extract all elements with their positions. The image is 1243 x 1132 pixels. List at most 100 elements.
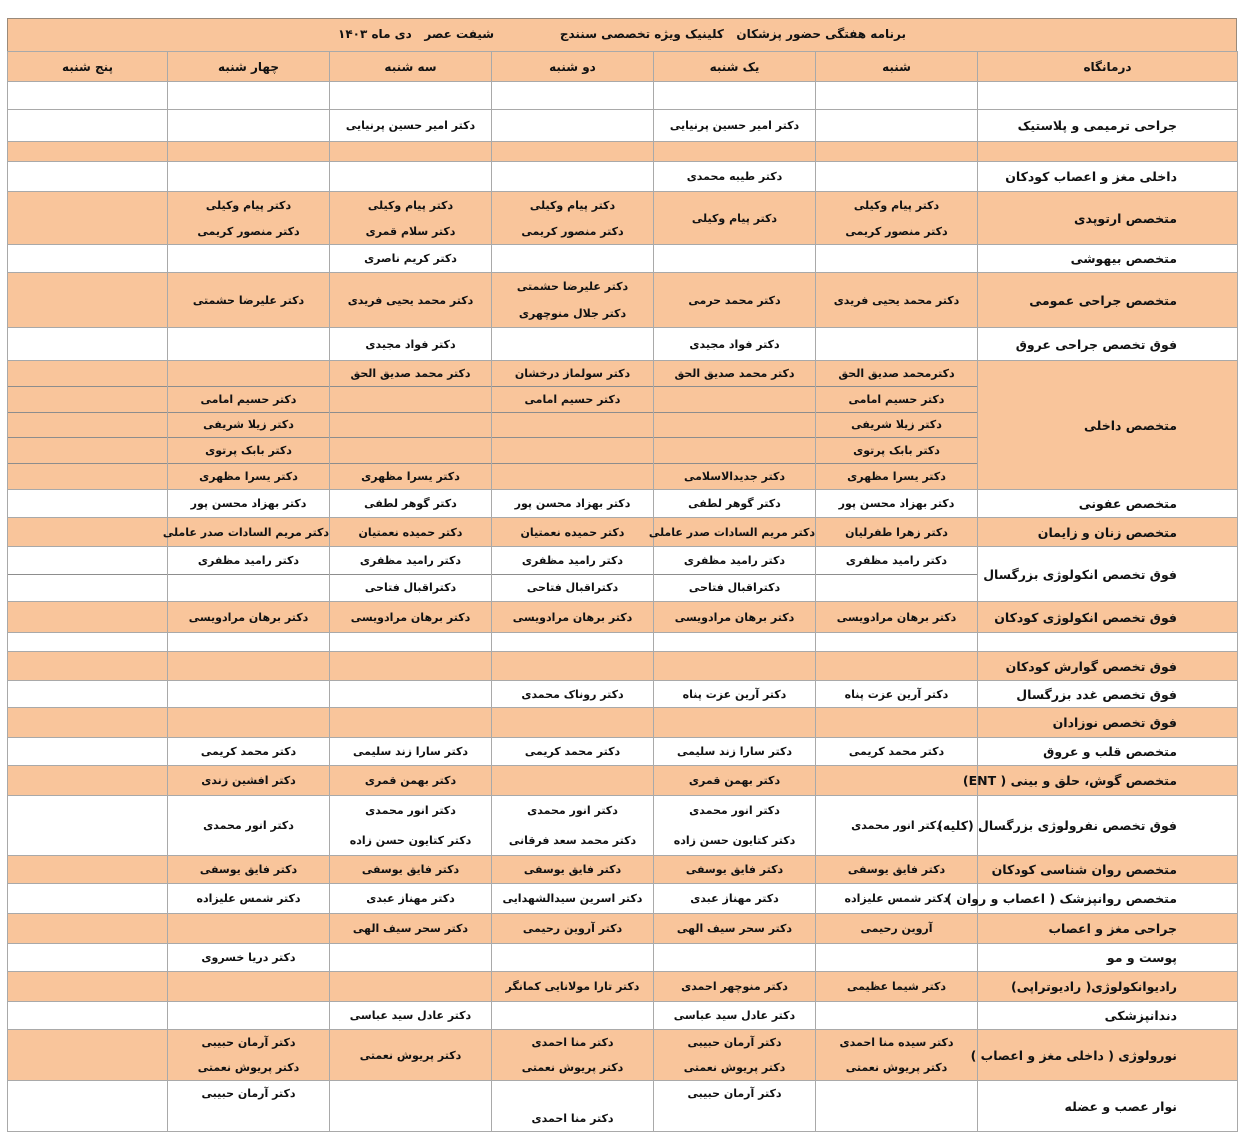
clinic-name: فوق تخصص گوارش کودکان — [977, 651, 1238, 681]
cell-saturday — [815, 109, 978, 142]
cell-saturday: دکتر انور محمدی — [815, 795, 978, 856]
shift-label: شیفت عصر دی ماه ۱۴۰۳ — [338, 27, 495, 41]
clinic-name: پوست و مو — [977, 943, 1238, 972]
doctor-name: دکتر زیلا شریفی — [816, 411, 977, 438]
cell-sunday: دکتر منوچهر احمدی — [653, 971, 816, 1002]
cell-wednesday — [167, 707, 330, 738]
doctor-list: دکتر آرمان حبیبی دکتر پریوش نعمتی — [168, 1030, 329, 1080]
doctor-name: دکتر آرمان حبیبی — [201, 1036, 296, 1049]
doctor-name: دکتر سلام قمری — [365, 224, 456, 238]
cell-monday — [491, 81, 654, 110]
doctor-name: دکتر منا احمدی — [531, 1112, 614, 1125]
cell-tuesday: دکتر سحر سیف الهی — [329, 913, 492, 944]
doctor-name: دکتراقبال فتاحی — [654, 573, 815, 602]
doctor-list: دکتر پیام وکیلی دکتر منصور کریمی — [492, 192, 653, 244]
table-row: متخصص جراحی عمومی دکتر محمد یحیی فریدی دکت… — [7, 272, 1238, 328]
doctor-name — [654, 1106, 815, 1131]
doctor-name: دکتر منصور کریمی — [845, 224, 948, 238]
doctor-name — [492, 1081, 653, 1106]
doctor-name — [330, 385, 491, 412]
doctor-list: دکتر پیام وکیلی دکتر سلام قمری — [330, 192, 491, 244]
cell-sunday: دکتر عادل سید عباسی — [653, 1001, 816, 1030]
schedule-table: درمانگاه شنبه یک شنبه دو شنبه سه شنبه چه… — [7, 51, 1238, 1132]
clinic-name: فوق تخصص انکولوژی کودکان — [977, 601, 1238, 633]
cell-saturday: دکتر محمد یحیی فریدی — [815, 272, 978, 328]
cell-thursday — [7, 1001, 168, 1030]
doctor-name — [654, 411, 815, 438]
doctor-name: دکتر یسرا مظهری — [168, 463, 329, 489]
clinic-name: متخصص ارتوپدی — [977, 191, 1238, 245]
doctor-name — [8, 463, 167, 489]
doctor-list: دکتر رامید مظفری — [168, 547, 329, 601]
cell-thursday — [7, 707, 168, 738]
cell-tuesday — [329, 1080, 492, 1132]
doctor-name — [8, 361, 167, 386]
clinic-name: نوار عصب و عضله — [977, 1080, 1238, 1132]
doctor-name: دکتر منصور کریمی — [521, 224, 624, 238]
cell-sunday: دکتر مریم السادات صدر عاملی — [649, 517, 816, 547]
table-row: فوق تخصص جراحی عروق دکتر فواد مجیدی دکتر ف… — [7, 327, 1238, 361]
cell-sunday: دکتر انور محمدی دکتر کتایون حسن زاده — [653, 795, 816, 856]
header-wednesday: چهار شنبه — [167, 51, 330, 82]
cell-saturday: دکتر محمد کریمی — [815, 737, 978, 766]
cell-thursday — [7, 1080, 168, 1132]
cell-sunday: دکتر فواد مجیدی — [653, 327, 816, 361]
doctor-list: دکتر سیده منا احمدی دکتر پریوش نعمتی — [816, 1030, 977, 1080]
cell-sunday: دکتر آرمان حبیبی — [653, 1080, 816, 1132]
cell-thursday — [7, 517, 168, 547]
cell-monday — [491, 943, 654, 972]
cell-saturday: دکتر پیام وکیلی دکتر منصور کریمی — [815, 191, 978, 245]
doctor-name: دکتر پیام وکیلی — [853, 198, 940, 212]
header-clinic: درمانگاه — [977, 51, 1238, 82]
table-row: رادیوانکولوژی( رادیوتراپی) دکتر شیما عظیم… — [7, 971, 1238, 1002]
cell-sunday: دکتر آرمان حبیبی دکتر پریوش نعمتی — [653, 1029, 816, 1081]
clinic-name: متخصص روانپزشک ( اعصاب و روان ) — [946, 883, 1238, 914]
cell-wednesday: دکتر مریم السادات صدر عاملی — [163, 517, 330, 547]
cell-monday — [491, 765, 654, 796]
cell-monday: دکتر محمد کریمی — [491, 737, 654, 766]
table-row: داخلی مغز و اعصاب کودکان دکتر طیبه محمدی — [7, 161, 1238, 192]
doctor-name — [8, 573, 167, 602]
cell-monday — [491, 632, 654, 652]
doctor-list — [8, 547, 167, 601]
cell-saturday — [815, 1080, 978, 1132]
cell-saturday — [815, 1001, 978, 1030]
cell-tuesday: دکتر انور محمدی دکتر کتایون حسن زاده — [329, 795, 492, 856]
cell-thursday — [7, 81, 168, 110]
table-row: پوست و مو دکتر دریا خسروی — [7, 943, 1238, 972]
clinic-name — [977, 141, 1238, 162]
table-row: جراحی مغز و اعصاب آروین رحیمی دکتر سحر سیف… — [7, 913, 1238, 944]
cell-monday: دکتر انور محمدی دکتر محمد سعد فرقانی — [491, 795, 654, 856]
cell-wednesday: دکتر بهزاد محسن پور — [167, 489, 330, 518]
cell-wednesday: دکتر شمس علیزاده — [167, 883, 330, 914]
cell-saturday: دکتر رامید مظفری — [815, 546, 978, 602]
cell-saturday — [815, 81, 978, 110]
cell-monday: دکتر علیرضا حشمتی دکتر جلال منوچهری — [491, 272, 654, 328]
doctor-name — [654, 385, 815, 412]
cell-thursday — [7, 360, 168, 490]
cell-tuesday: دکتر فایق یوسفی — [329, 855, 492, 884]
doctor-name: دکترمحمد صدیق الحق — [838, 366, 955, 380]
header-saturday: شنبه — [815, 51, 978, 82]
cell-monday: دکتر فایق یوسفی — [491, 855, 654, 884]
doctor-name: دکتراقبال فتاحی — [330, 573, 491, 602]
clinic-name: متخصص داخلی — [977, 360, 1238, 490]
table-row: متخصص بیهوشی دکتر کریم ناصری — [7, 244, 1238, 273]
cell-thursday — [7, 855, 168, 884]
clinic-name: فوق تخصص انکولوژی بزرگسال — [977, 546, 1238, 602]
table-row: فوق تخصص گوارش کودکان — [7, 651, 1238, 681]
clinic-name: رادیوانکولوژی( رادیوتراپی) — [977, 971, 1238, 1002]
doctor-name — [8, 411, 167, 438]
cell-thursday — [7, 632, 168, 652]
cell-sunday: دکتر سحر سیف الهی — [653, 913, 816, 944]
cell-saturday: دکتر آرین عزت پناه — [815, 680, 978, 708]
cell-saturday — [815, 632, 978, 652]
table-row: فوق تخصص انکولوژی بزرگسال دکتر رامید مظفر… — [7, 546, 1238, 602]
doctor-name — [492, 437, 653, 463]
doctor-name: دکتر پریوش نعمتی — [197, 1061, 300, 1074]
table-row — [7, 141, 1238, 162]
doctor-list: دکتر آرمان حبیبی — [654, 1081, 815, 1131]
cell-monday: دکتر سولماز درخشان دکتر حسیم امامی — [491, 360, 654, 490]
schedule-sheet: برنامه هفتگی حضور پزشکان کلینیک ویژه تخص… — [7, 18, 1238, 1132]
cell-tuesday: دکتر برهان مرادویسی — [329, 601, 492, 633]
